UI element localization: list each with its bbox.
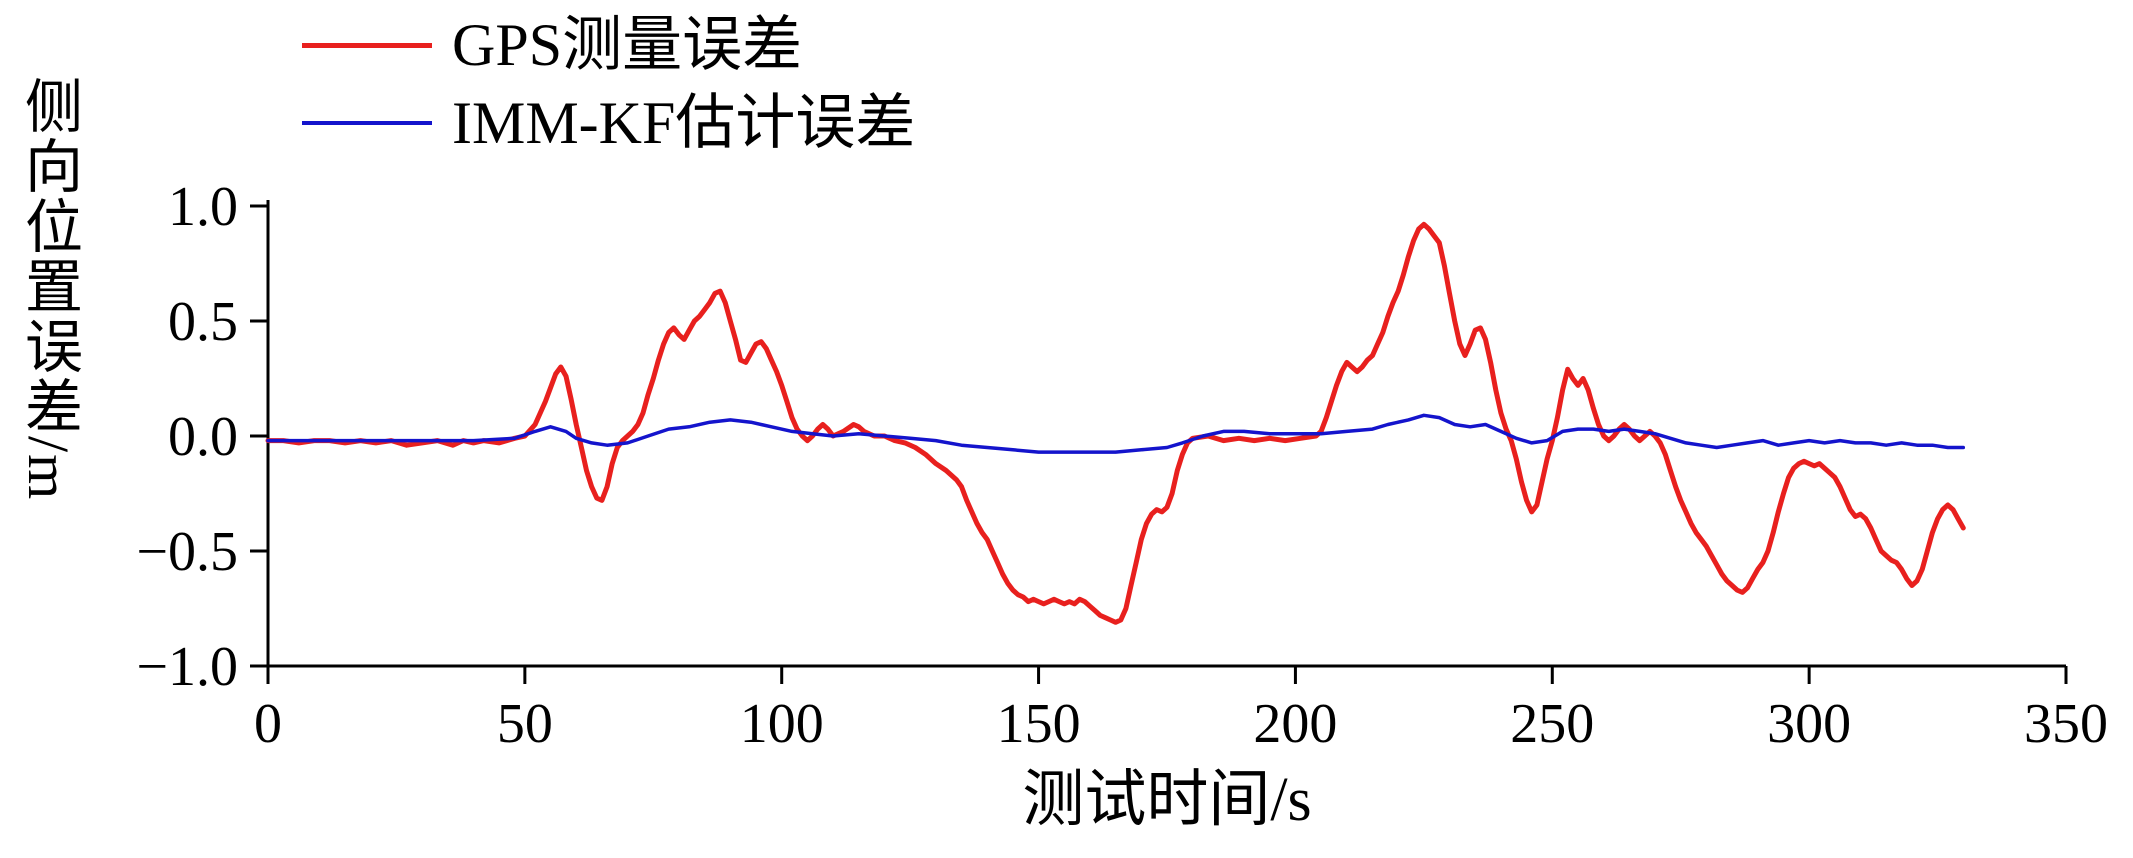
y-tick-label: −1.0	[136, 636, 238, 698]
x-tick-label: 200	[1253, 693, 1337, 755]
legend-label-gps: GPS测量误差	[452, 12, 803, 78]
legend: GPS测量误差 IMM-KF估计误差	[302, 6, 915, 162]
x-tick-label: 150	[997, 693, 1081, 755]
x-tick-label: 50	[497, 693, 553, 755]
y-tick-label: 1.0	[168, 176, 238, 238]
series-line-1	[266, 413, 1966, 454]
x-tick-label: 100	[740, 693, 824, 755]
y-tick-label: 0.0	[168, 406, 238, 468]
legend-line-red	[302, 42, 432, 48]
x-axis-label: 测试时间/s	[1022, 766, 1312, 834]
y-axis-label: 侧向位置误差/m	[16, 76, 81, 502]
x-tick-label: 300	[1767, 693, 1851, 755]
legend-item-gps: GPS测量误差	[302, 6, 915, 84]
legend-item-immkf: IMM-KF估计误差	[302, 84, 915, 162]
x-tick-label: 350	[2024, 693, 2108, 755]
series-line-0	[265, 221, 1966, 625]
legend-line-blue	[302, 121, 432, 125]
y-tick-label: −0.5	[136, 521, 238, 583]
x-tick-label: 250	[1510, 693, 1594, 755]
y-tick-label: 0.5	[168, 291, 238, 353]
legend-label-immkf: IMM-KF估计误差	[452, 90, 916, 156]
x-tick-label: 0	[254, 693, 282, 755]
